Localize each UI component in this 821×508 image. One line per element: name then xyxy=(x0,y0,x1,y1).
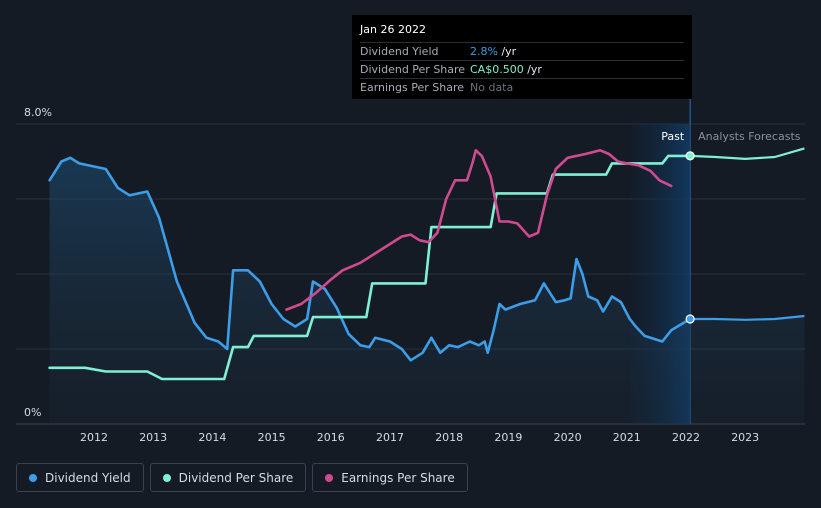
forecast-section-label: Analysts Forecasts xyxy=(698,130,801,143)
y-axis-bottom-label: 0% xyxy=(24,406,41,419)
dividend-per-share-forecast-line xyxy=(690,147,805,160)
tooltip-row-dividend-yield: Dividend Yield 2.8% /yr xyxy=(360,42,684,60)
legend: Dividend Yield Dividend Per Share Earnin… xyxy=(16,463,468,492)
dividend-yield-area xyxy=(49,157,805,425)
series-markers xyxy=(685,151,695,324)
legend-item-dividend-yield[interactable]: Dividend Yield xyxy=(16,463,144,492)
dividend-yield-forecast-line xyxy=(690,314,805,321)
series-areas xyxy=(49,157,805,425)
x-tick-label: 2020 xyxy=(554,431,582,444)
tooltip-value: 2.8% xyxy=(470,45,498,58)
earnings-per-share-line xyxy=(285,149,673,311)
dividend-yield-line xyxy=(48,156,692,362)
dividend-per-share-line xyxy=(48,154,692,381)
x-tick-label: 2015 xyxy=(258,431,286,444)
tooltip-row-earnings-per-share: Earnings Per Share No data xyxy=(360,78,684,96)
x-tick-label: 2023 xyxy=(731,431,759,444)
tooltip-label: Dividend Per Share xyxy=(360,63,466,76)
x-tick-label: 2017 xyxy=(376,431,404,444)
legend-label: Dividend Yield xyxy=(45,470,131,485)
legend-label: Earnings Per Share xyxy=(341,470,455,485)
dividend-yield-hover-marker xyxy=(685,314,695,324)
tooltip-date: Jan 26 2022 xyxy=(360,23,426,36)
past-section-label: Past xyxy=(661,130,685,143)
legend-dot-icon xyxy=(29,473,37,482)
tooltip-suffix: /yr xyxy=(523,63,542,76)
x-tick-label: 2014 xyxy=(198,431,226,444)
x-tick-label: 2012 xyxy=(80,431,108,444)
x-tick-label: 2016 xyxy=(317,431,345,444)
legend-item-earnings-per-share[interactable]: Earnings Per Share xyxy=(312,463,468,492)
x-tick-label: 2021 xyxy=(613,431,641,444)
x-tick-label: 2019 xyxy=(494,431,522,444)
legend-item-dividend-per-share[interactable]: Dividend Per Share xyxy=(149,463,307,492)
legend-dot-icon xyxy=(325,473,334,482)
legend-dot-icon xyxy=(162,473,171,482)
tooltip-label: Earnings Per Share xyxy=(360,81,465,94)
y-axis-top-label: 8.0% xyxy=(24,106,52,119)
tooltip-suffix: /yr xyxy=(497,45,517,58)
tooltip-label: Dividend Yield xyxy=(360,45,439,58)
x-axis-ticks: 2012 2013 2014 2015 2016 2017 2018 2019 2020 2021… xyxy=(80,431,759,444)
hover-tooltip: Jan 26 2022 Dividend Yield 2.8% /yr Divi… xyxy=(352,15,692,99)
x-tick-label: 2018 xyxy=(435,431,463,444)
dividend-per-share-hover-marker xyxy=(685,151,695,161)
x-tick-label: 2013 xyxy=(139,431,167,444)
series-lines xyxy=(48,147,805,381)
tooltip-value: CA$0.500 xyxy=(470,63,524,76)
x-tick-label: 2022 xyxy=(672,431,700,444)
tooltip-row-dividend-per-share: Dividend Per Share CA$0.500 /yr xyxy=(360,60,684,78)
legend-label: Dividend Per Share xyxy=(178,470,294,485)
tooltip-value: No data xyxy=(470,81,514,94)
